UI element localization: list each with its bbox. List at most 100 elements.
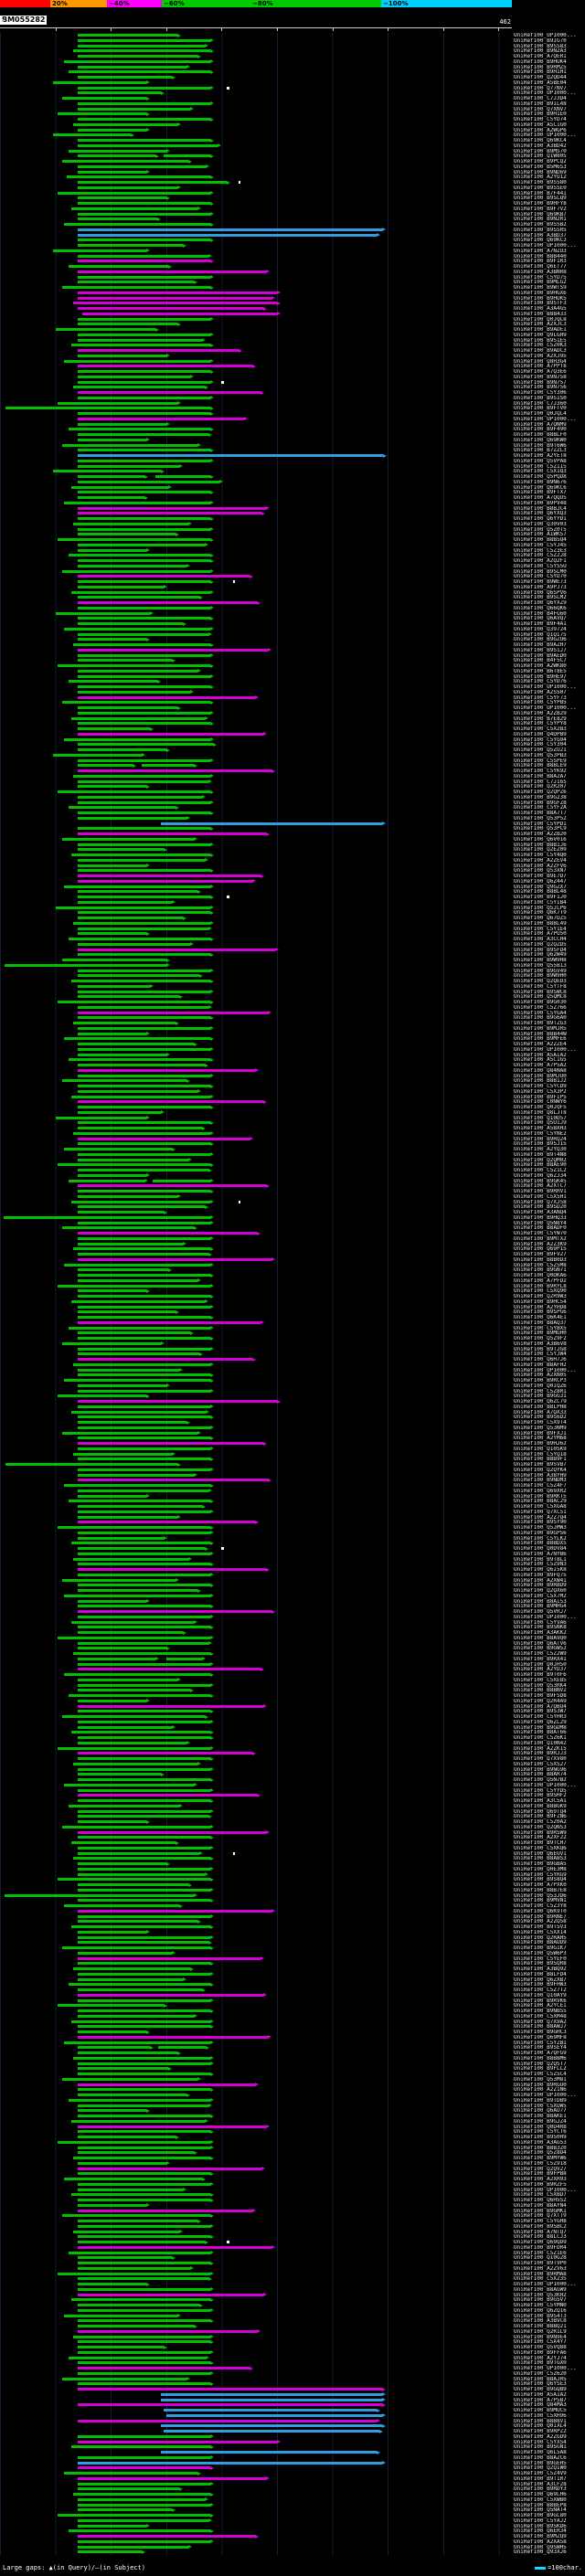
- alignment-bar[interactable]: [73, 122, 177, 126]
- hit-label[interactable]: UniRef100_B9GDM8: [514, 1724, 567, 1731]
- hit-row[interactable]: UniRef100_C5Z918: [0, 2160, 585, 2167]
- hit-label[interactable]: UniRef100_A1WK57: [514, 532, 567, 537]
- hit-label[interactable]: UniRef100_C5Z2W9: [514, 1651, 567, 1657]
- hit-label[interactable]: UniRef100_C5YMN0: [514, 2303, 567, 2308]
- alignment-bar[interactable]: [77, 1316, 211, 1320]
- hit-label[interactable]: UniRef100_B9HFY8: [514, 201, 567, 207]
- hit-label[interactable]: UniRef100_B9RJJ3: [514, 1751, 567, 1756]
- hit-row[interactable]: UniRef100_A2ZB29: [0, 710, 585, 716]
- hit-row[interactable]: UniRef100_Q7XNV7: [0, 106, 585, 112]
- hit-label[interactable]: UniRef100_Q0DV84: [514, 1546, 567, 1552]
- hit-label[interactable]: UniRef100_C5YCD9: [514, 1084, 567, 1089]
- hit-row[interactable]: UniRef100_Q69KC3: [0, 238, 585, 243]
- alignment-bar[interactable]: [77, 438, 146, 441]
- hit-label[interactable]: UniRef100_B9WTS9: [514, 285, 567, 291]
- hit-label[interactable]: UniRef100_B9F1J0: [514, 895, 567, 900]
- hit-label[interactable]: UniRef100_A7PU50: [514, 931, 567, 937]
- alignment-bar[interactable]: [77, 2245, 271, 2249]
- alignment-bar[interactable]: [77, 575, 250, 578]
- alignment-bar[interactable]: [77, 1400, 278, 1404]
- alignment-bar[interactable]: [77, 323, 177, 326]
- hit-label[interactable]: UniRef100_B8B1J2: [514, 1078, 567, 1084]
- hit-row[interactable]: UniRef100_B9G6A0: [0, 1015, 585, 1021]
- hit-label[interactable]: UniRef100_Q7XNV7: [514, 106, 567, 112]
- alignment-bar[interactable]: [66, 175, 211, 179]
- hit-row[interactable]: UniRef100_B9W9H0: [0, 973, 585, 979]
- alignment-bar[interactable]: [77, 1626, 211, 1629]
- hit-label[interactable]: UniRef100_B9GEH5: [514, 2460, 567, 2466]
- hit-label[interactable]: UniRef100_A2ZK15: [514, 1745, 567, 1752]
- hit-row[interactable]: UniRef100_B9RVK6: [0, 1998, 585, 2004]
- hit-row[interactable]: UniRef100_A7QBU4: [0, 1703, 585, 1710]
- hit-label[interactable]: UniRef100_C5YZB1: [514, 2040, 567, 2046]
- hit-row[interactable]: UniRef100_B9STF3: [0, 301, 585, 306]
- hit-row[interactable]: UniRef100_A3BVC8: [0, 2318, 585, 2324]
- alignment-bar[interactable]: [77, 1589, 197, 1593]
- hit-row[interactable]: UniRef100_B8BEP8: [0, 2502, 585, 2508]
- hit-row[interactable]: UniRef100_UP1000...: [0, 1782, 585, 1788]
- hit-label[interactable]: UniRef100_Q5Z0T5: [514, 526, 567, 533]
- alignment-bar[interactable]: [77, 727, 150, 731]
- alignment-bar[interactable]: [158, 2046, 207, 2050]
- alignment-bar[interactable]: [77, 164, 207, 168]
- hit-label[interactable]: UniRef100_Q6AVQ7: [514, 616, 567, 621]
- hit-label[interactable]: UniRef100_B9PCQ2: [514, 159, 567, 164]
- hit-row[interactable]: UniRef100_A7QX33: [0, 1409, 585, 1415]
- alignment-bar[interactable]: [77, 2277, 208, 2281]
- hit-row[interactable]: UniRef100_C5XE85: [0, 1677, 585, 1683]
- alignment-bar[interactable]: [77, 1757, 211, 1761]
- hit-row[interactable]: UniRef100_Q6H7J6: [0, 1357, 585, 1362]
- hit-label[interactable]: UniRef100_B9H1E0: [514, 111, 567, 117]
- hit-label[interactable]: UniRef100_Q67UZ5: [514, 916, 567, 921]
- hit-row[interactable]: UniRef100_B7F441: [0, 190, 585, 196]
- alignment-bar[interactable]: [77, 617, 211, 620]
- alignment-bar[interactable]: [77, 1662, 211, 1666]
- hit-label[interactable]: UniRef100_C5Z918: [514, 2160, 567, 2167]
- hit-row[interactable]: UniRef100_B9GL80: [0, 2513, 585, 2518]
- alignment-bar[interactable]: [77, 2455, 211, 2459]
- hit-label[interactable]: UniRef100_C0NWY6: [514, 1099, 567, 1105]
- alignment-bar[interactable]: [77, 1347, 211, 1351]
- hit-row[interactable]: UniRef100_B8AI53: [0, 1598, 585, 1605]
- hit-row[interactable]: UniRef100_B9HJ62: [0, 1441, 585, 1447]
- alignment-bar[interactable]: [77, 2388, 383, 2391]
- hit-label[interactable]: UniRef100_B8AI53: [514, 1598, 567, 1605]
- hit-label[interactable]: UniRef100_Q7XJ58: [514, 1199, 567, 1205]
- hit-label[interactable]: UniRef100_Q0D4R8: [514, 2124, 567, 2130]
- hit-row[interactable]: UniRef100_B9MVN1: [0, 1898, 585, 1903]
- hit-row[interactable]: UniRef100_Q6AVQ7: [0, 616, 585, 621]
- hit-label[interactable]: UniRef100_B9MYW6: [514, 2156, 567, 2161]
- hit-row[interactable]: UniRef100_B9T2G8: [0, 1346, 585, 1352]
- hit-label[interactable]: UniRef100_B9FFA6: [514, 2349, 567, 2356]
- hit-label[interactable]: UniRef100_Q69KC3: [514, 238, 567, 243]
- hit-row[interactable]: UniRef100_Q6K4E1: [0, 1315, 585, 1320]
- hit-row[interactable]: UniRef100_Q7X9A2: [0, 2019, 585, 2025]
- hit-row[interactable]: UniRef100_A2ZZE4: [0, 1042, 585, 1047]
- hit-label[interactable]: UniRef100_C5YPD1: [514, 821, 567, 827]
- hit-row[interactable]: UniRef100_C5Z8R1: [0, 1388, 585, 1394]
- alignment-bar[interactable]: [58, 790, 211, 794]
- hit-label[interactable]: UniRef100_Q2QD44: [514, 75, 567, 80]
- hit-label[interactable]: UniRef100_B9G030: [514, 1000, 567, 1005]
- alignment-bar[interactable]: [77, 464, 180, 468]
- alignment-bar[interactable]: [77, 154, 155, 158]
- hit-row[interactable]: UniRef100_B9WTS9: [0, 285, 585, 291]
- hit-label[interactable]: UniRef100_B8BEP8: [514, 2502, 567, 2508]
- hit-label[interactable]: UniRef100_C5SPE9: [514, 758, 567, 764]
- hit-row[interactable]: UniRef100_Q6ZQ16: [0, 2307, 585, 2314]
- alignment-bar[interactable]: [77, 1358, 253, 1362]
- hit-label[interactable]: UniRef100_C5Z1E6: [514, 2250, 567, 2256]
- alignment-bar[interactable]: [77, 1305, 211, 1309]
- hit-label[interactable]: UniRef100_C5Z8R1: [514, 1388, 567, 1394]
- hit-row[interactable]: UniRef100_C5YEF0: [0, 1956, 585, 1962]
- hit-row[interactable]: UniRef100_B9TCH7: [0, 1840, 585, 1846]
- hit-row[interactable]: UniRef100_C5YBX5: [0, 1325, 585, 1331]
- hit-row[interactable]: UniRef100_C5YW70: [0, 1231, 585, 1236]
- alignment-bar[interactable]: [77, 2136, 176, 2139]
- alignment-bar[interactable]: [165, 2413, 383, 2417]
- alignment-bar[interactable]: [77, 827, 211, 831]
- hit-row[interactable]: UniRef100_B8AQ37: [0, 1320, 585, 1326]
- hit-row[interactable]: UniRef100_B9MYW6: [0, 2156, 585, 2161]
- hit-label[interactable]: UniRef100_B8B1J6: [514, 842, 567, 848]
- hit-label[interactable]: UniRef100_A2Z7Q4: [514, 1514, 567, 1521]
